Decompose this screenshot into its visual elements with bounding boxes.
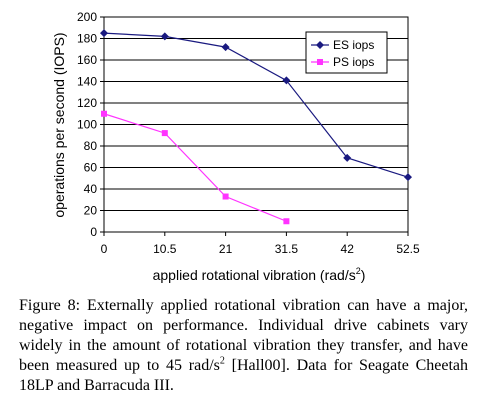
y-tick-label: 160 [77,53,97,67]
y-tick-label: 140 [77,75,97,89]
x-axis-title-superscript: 2 [356,266,361,276]
y-tick-label: 0 [90,225,97,239]
legend-label: PS iops [333,55,374,69]
y-tick-label: 200 [77,10,97,24]
y-tick-label: 180 [77,32,97,46]
x-tick-label: 52.5 [396,242,420,256]
series-ps-iops [101,110,290,225]
series-line-es-iops [103,32,409,178]
data-point [101,110,107,117]
caption-superscript: 2 [219,355,225,367]
x-tick-label: 10.5 [153,242,177,256]
x-axis-title: applied rotational vibration (rad/s2) [153,266,366,283]
x-axis-title-main: applied rotational vibration (rad/s [153,267,356,283]
legend-items: ES iops PS iops [311,38,374,69]
x-tick-label: 31.5 [275,242,299,256]
x-tick-label: 0 [101,242,108,256]
y-tick-label: 40 [84,182,98,196]
x-axis-title-end: ) [361,267,366,283]
data-point [160,32,169,41]
x-axis-ticks: 0 10.5 21 31.5 42 52.5 [101,232,420,256]
data-point [343,153,352,162]
data-point [404,173,412,182]
x-tick-label: 42 [341,242,355,256]
series-es-iops [100,29,412,182]
data-point [222,193,229,200]
data-point [221,43,230,52]
y-tick-label: 100 [77,118,97,132]
y-axis-title: operations per second (IOPS) [51,32,67,217]
legend: ES iops PS iops [305,31,388,74]
legend-box [305,31,388,74]
y-tick-label: 60 [84,161,98,175]
y-tick-label: 80 [84,139,98,153]
data-point [282,76,291,85]
x-tick-label: 21 [219,242,233,256]
chart: 0 20 40 60 80 100 120 140 160 180 200 0 10.5 21 31.5 4… [51,10,420,283]
legend-label: ES iops [333,38,374,52]
legend-marker [317,59,323,65]
y-axis-ticks: 0 20 40 60 80 100 120 140 160 180 200 [77,10,104,239]
caption-text-end: [Hall00]. Data for Seagate Cheetah 18LP … [19,357,468,394]
y-tick-label: 120 [77,96,97,110]
caption-text: Figure 8: Externally applied rotational … [19,297,468,374]
data-point [283,218,290,225]
figure-caption: Figure 8: Externally applied rotational … [19,296,468,396]
y-tick-label: 20 [84,204,98,218]
series-line-ps-iops [103,113,287,222]
series-layer [100,29,412,225]
legend-marker [316,41,324,49]
data-point [161,130,168,137]
data-point [100,29,108,38]
